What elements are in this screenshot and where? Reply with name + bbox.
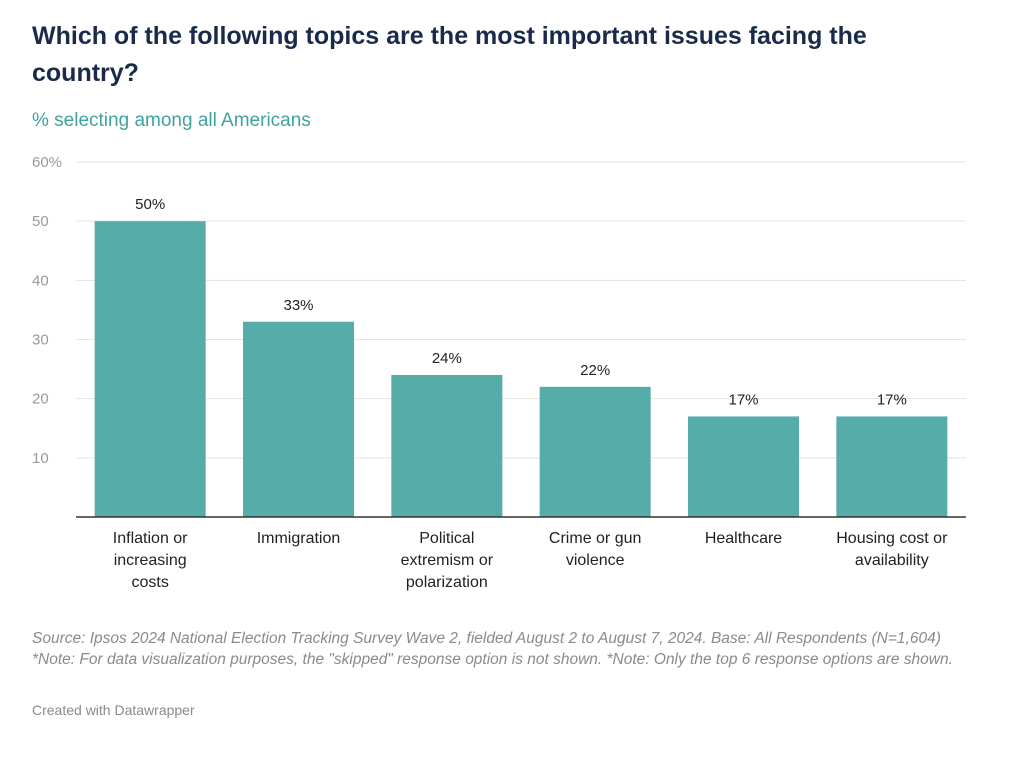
bar: [688, 416, 799, 517]
value-label: 17%: [728, 391, 758, 408]
y-tick-label: 40: [32, 272, 49, 289]
gridlines: [76, 161, 966, 459]
y-axis-ticks: 10 20 30 40 50 60%: [32, 154, 62, 467]
category-label-line: Immigration: [257, 530, 341, 547]
y-tick-label: 50: [32, 213, 49, 230]
value-label: 33%: [283, 297, 313, 314]
chart-subtitle: % selecting among all Americans: [32, 110, 311, 131]
bars: [94, 221, 948, 517]
value-label: 22%: [580, 362, 610, 379]
bar: [539, 386, 651, 517]
category-label-line: Healthcare: [705, 530, 782, 547]
datawrapper-credit: Created with Datawrapper: [32, 702, 195, 718]
category-label-line: availability: [855, 552, 929, 569]
y-tick-label: 30: [32, 332, 49, 349]
bar: [836, 416, 948, 517]
y-tick-label: 10: [32, 450, 49, 467]
bar: [243, 321, 354, 517]
value-labels: 50% 33% 24% 22% 17% 17%: [135, 196, 907, 408]
category-labels: Inflation or increasing costs Immigration Po…: [113, 530, 948, 591]
category-label: Healthcare: [705, 530, 782, 547]
category-label: Political extremism or polarization: [401, 530, 494, 591]
y-tick-label: 20: [32, 391, 49, 408]
y-tick-label: 60%: [32, 154, 62, 171]
category-label-line: increasing: [114, 552, 187, 569]
source-note: Source: Ipsos 2024 National Election Tra…: [32, 630, 953, 668]
category-label-line: Crime or gun: [549, 530, 641, 547]
category-label-line: violence: [566, 552, 625, 569]
category-label-line: polarization: [406, 574, 488, 591]
category-label: Housing cost or availability: [836, 530, 948, 569]
category-label-line: costs: [131, 574, 168, 591]
category-label: Inflation or increasing costs: [113, 530, 188, 591]
bar: [391, 375, 503, 517]
value-label: 17%: [877, 391, 907, 408]
category-label: Immigration: [257, 530, 341, 547]
category-label-line: extremism or: [401, 552, 494, 569]
value-label: 50%: [135, 196, 165, 213]
bar-chart: 10 20 30 40 50 60% 50% 33% 24% 22% 17% 17% Inflati…: [32, 154, 966, 591]
category-label-line: Political: [419, 530, 474, 547]
category-label-line: Inflation or: [113, 530, 188, 547]
chart-title: Which of the following topics are the mo…: [32, 22, 867, 87]
category-label-line: Housing cost or: [836, 530, 948, 547]
value-label: 24%: [432, 350, 462, 367]
category-label: Crime or gun violence: [549, 530, 641, 569]
bar: [94, 221, 206, 517]
